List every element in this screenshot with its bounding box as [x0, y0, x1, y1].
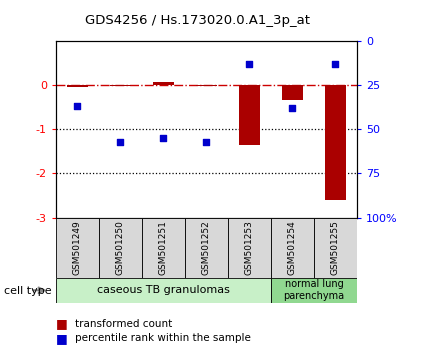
- Text: GSM501250: GSM501250: [116, 220, 125, 275]
- Text: GSM501254: GSM501254: [288, 221, 297, 275]
- Bar: [67, 85, 88, 87]
- Bar: [196, 85, 217, 86]
- Point: [203, 139, 210, 144]
- Bar: [56, 278, 271, 303]
- Bar: [153, 82, 174, 85]
- Bar: [325, 85, 346, 200]
- Text: transformed count: transformed count: [75, 319, 172, 329]
- Bar: [228, 218, 271, 278]
- Bar: [56, 218, 99, 278]
- Text: cell type: cell type: [4, 286, 52, 296]
- Text: ■: ■: [56, 318, 68, 330]
- Point: [289, 105, 296, 111]
- Point: [117, 139, 124, 144]
- Bar: [271, 278, 357, 303]
- Bar: [110, 85, 131, 86]
- Bar: [239, 85, 260, 145]
- Point: [74, 103, 81, 109]
- Text: GDS4256 / Hs.173020.0.A1_3p_at: GDS4256 / Hs.173020.0.A1_3p_at: [85, 14, 310, 27]
- Text: GSM501249: GSM501249: [73, 221, 82, 275]
- Bar: [142, 218, 185, 278]
- Bar: [185, 218, 228, 278]
- Text: normal lung
parenchyma: normal lung parenchyma: [283, 279, 344, 301]
- Bar: [99, 218, 142, 278]
- Text: GSM501252: GSM501252: [202, 221, 211, 275]
- Text: GSM501255: GSM501255: [331, 220, 340, 275]
- Text: percentile rank within the sample: percentile rank within the sample: [75, 333, 251, 343]
- Bar: [271, 218, 314, 278]
- Text: GSM501251: GSM501251: [159, 220, 168, 275]
- Point: [246, 61, 253, 67]
- Text: caseous TB granulomas: caseous TB granulomas: [97, 285, 230, 295]
- Bar: [314, 218, 357, 278]
- Point: [160, 135, 167, 141]
- Text: GSM501253: GSM501253: [245, 220, 254, 275]
- Bar: [282, 85, 303, 101]
- Point: [332, 61, 339, 67]
- Text: ■: ■: [56, 332, 68, 344]
